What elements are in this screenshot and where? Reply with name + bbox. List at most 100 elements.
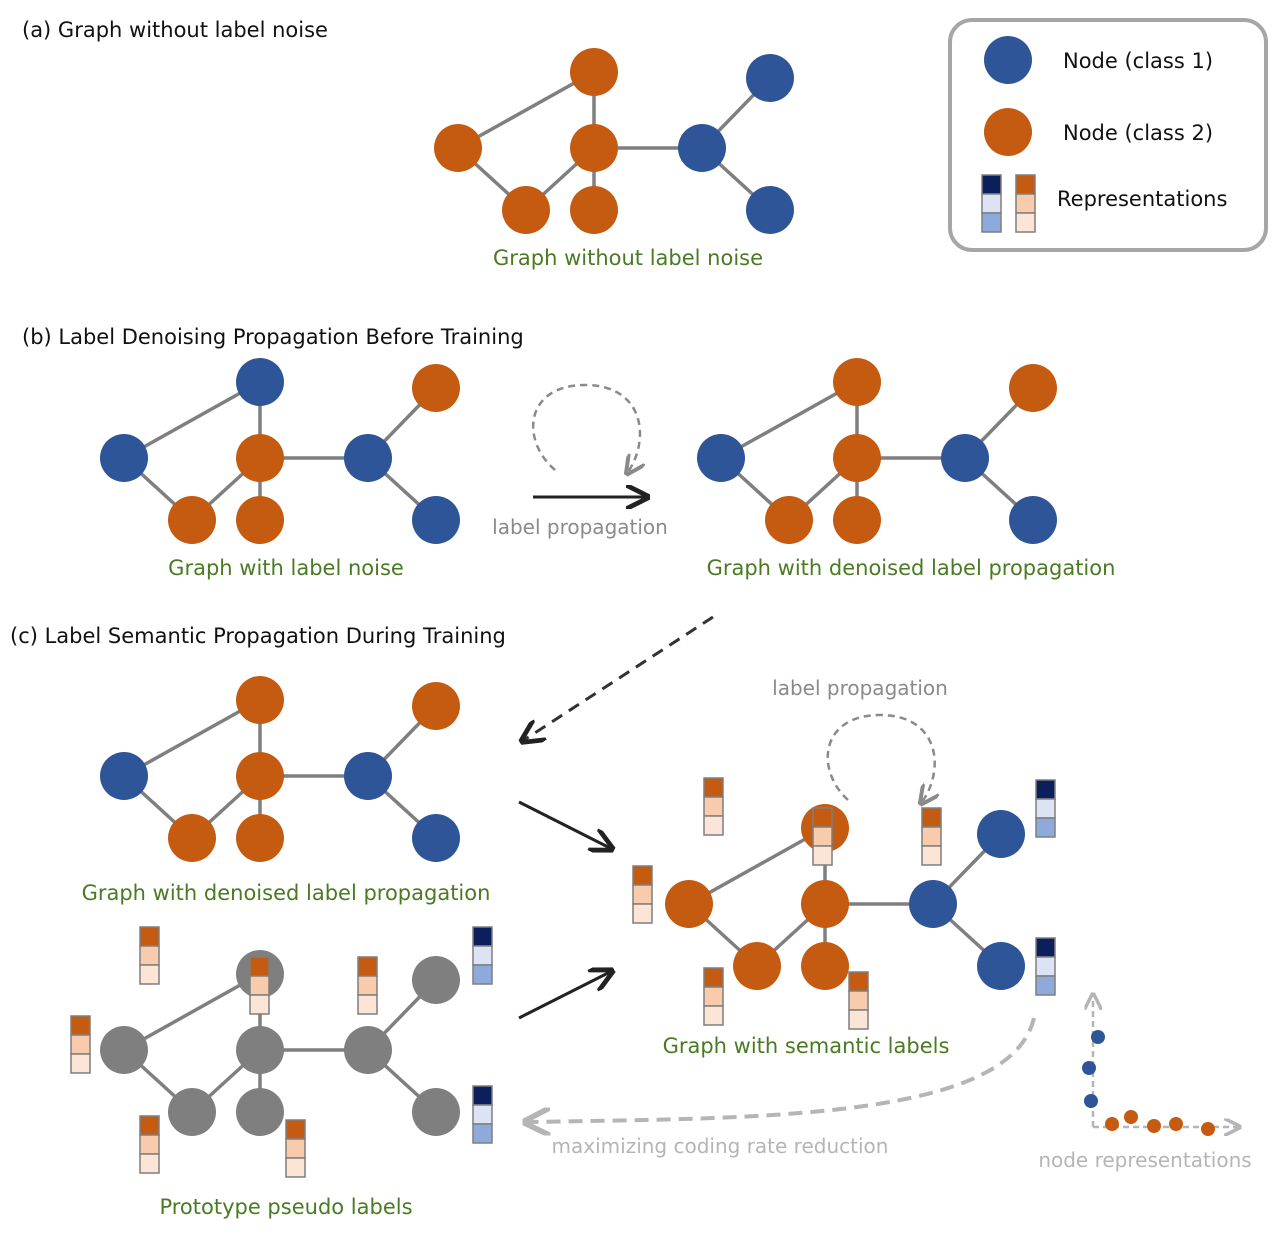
representation-cell <box>249 956 270 977</box>
representation-cell <box>472 964 493 985</box>
representation-orange <box>632 865 653 924</box>
propagation-loop-b <box>531 383 640 472</box>
representation-cell <box>812 845 833 866</box>
node-class1 <box>344 752 392 800</box>
representation-cell <box>1035 817 1056 838</box>
representation-cell <box>632 903 653 924</box>
representation-cell <box>472 1085 493 1106</box>
node-class2 <box>833 496 881 544</box>
representation-orange <box>139 926 160 985</box>
representation-cell <box>1015 212 1036 233</box>
graph-edge <box>123 380 261 460</box>
node-class2 <box>570 48 618 96</box>
node-unlabeled <box>168 1088 216 1136</box>
caption-graph-c2: Prototype pseudo labels <box>159 1195 412 1219</box>
node-class2 <box>833 434 881 482</box>
representation-cell <box>848 1009 869 1030</box>
caption-graph-c1: Graph with denoised label propagation <box>82 881 491 905</box>
representation-cell <box>70 1015 91 1036</box>
section-title-a: (a) Graph without label noise <box>22 18 328 42</box>
representation-cell <box>285 1138 306 1159</box>
section-title-b: (b) Label Denoising Propagation Before T… <box>22 325 524 349</box>
node-class1 <box>412 814 460 862</box>
rep-point-class1 <box>1084 1094 1098 1108</box>
rep-point-class1 <box>1082 1061 1096 1075</box>
representation-orange <box>249 956 270 1015</box>
representation-blue <box>981 174 1002 233</box>
representation-blue <box>1035 937 1056 996</box>
node-class2 <box>570 124 618 172</box>
node-class2 <box>236 752 284 800</box>
representation-cell <box>472 1123 493 1144</box>
node-class2 <box>168 496 216 544</box>
caption-graph-b1: Graph with label noise <box>168 556 404 580</box>
representation-cell <box>703 967 724 988</box>
node-class1 <box>344 434 392 482</box>
node-class2 <box>412 682 460 730</box>
representation-orange <box>703 967 724 1026</box>
representation-cell <box>285 1119 306 1140</box>
graph-b-noisy <box>100 358 460 544</box>
node-class2 <box>236 676 284 724</box>
rep-point-class2 <box>1124 1110 1138 1124</box>
representation-cell <box>703 777 724 798</box>
node-class2 <box>412 364 460 412</box>
representation-cell <box>703 1005 724 1026</box>
representation-blue <box>472 926 493 985</box>
representation-bars <box>70 777 1056 1178</box>
representation-cell <box>848 971 869 992</box>
node-class2 <box>236 814 284 862</box>
legend-class2-label: Node (class 2) <box>1063 121 1213 145</box>
representation-cell <box>812 807 833 828</box>
caption-graph-c3: Graph with semantic labels <box>663 1034 950 1058</box>
node-class2 <box>765 496 813 544</box>
representation-cell <box>812 826 833 847</box>
representation-cell <box>249 994 270 1015</box>
node-class2 <box>665 880 713 928</box>
node-class1 <box>909 880 957 928</box>
representation-cell <box>1035 937 1056 958</box>
legend-class2-swatch <box>984 108 1032 156</box>
representation-cell <box>70 1034 91 1055</box>
node-class2 <box>502 186 550 234</box>
representation-cell <box>472 1104 493 1125</box>
propagation-loop-c <box>826 713 935 802</box>
representation-cell <box>472 945 493 966</box>
legend-representations-label: Representations <box>1057 187 1227 211</box>
representation-orange <box>357 956 378 1015</box>
rep-point-class1 <box>1091 1030 1105 1044</box>
representation-cell <box>632 865 653 886</box>
graph-b-denoised <box>697 358 1057 544</box>
node-class1 <box>977 810 1025 858</box>
node-class1 <box>100 752 148 800</box>
representation-cell <box>249 975 270 996</box>
representation-cell <box>848 990 869 1011</box>
representation-cell <box>139 926 160 947</box>
representation-cell <box>1015 174 1036 195</box>
node-class1 <box>236 358 284 406</box>
representation-cell <box>703 796 724 817</box>
node-unlabeled <box>236 1088 284 1136</box>
representation-cell <box>632 884 653 905</box>
representation-cell <box>981 193 1002 214</box>
representation-blue <box>1035 779 1056 838</box>
coding-rate-label: maximizing coding rate reduction <box>552 1134 889 1158</box>
caption-graph-b2: Graph with denoised label propagation <box>707 556 1116 580</box>
arrow-c2-to-c3 <box>518 972 610 1020</box>
node-class2 <box>733 942 781 990</box>
rep-point-class2 <box>1105 1117 1119 1131</box>
node-unlabeled <box>412 1088 460 1136</box>
node-class1 <box>100 434 148 482</box>
node-class2 <box>833 358 881 406</box>
arrow-c1-to-c3 <box>518 800 610 848</box>
representation-orange <box>139 1115 160 1174</box>
legend-class1-swatch <box>984 36 1032 84</box>
representation-cell <box>1035 779 1056 800</box>
dashed-arrow-b-to-c <box>524 615 714 740</box>
graph-edge <box>720 380 858 460</box>
representation-cell <box>1035 798 1056 819</box>
representation-cell <box>981 174 1002 195</box>
node-class2 <box>168 814 216 862</box>
label-propagation-c: label propagation <box>772 676 948 700</box>
